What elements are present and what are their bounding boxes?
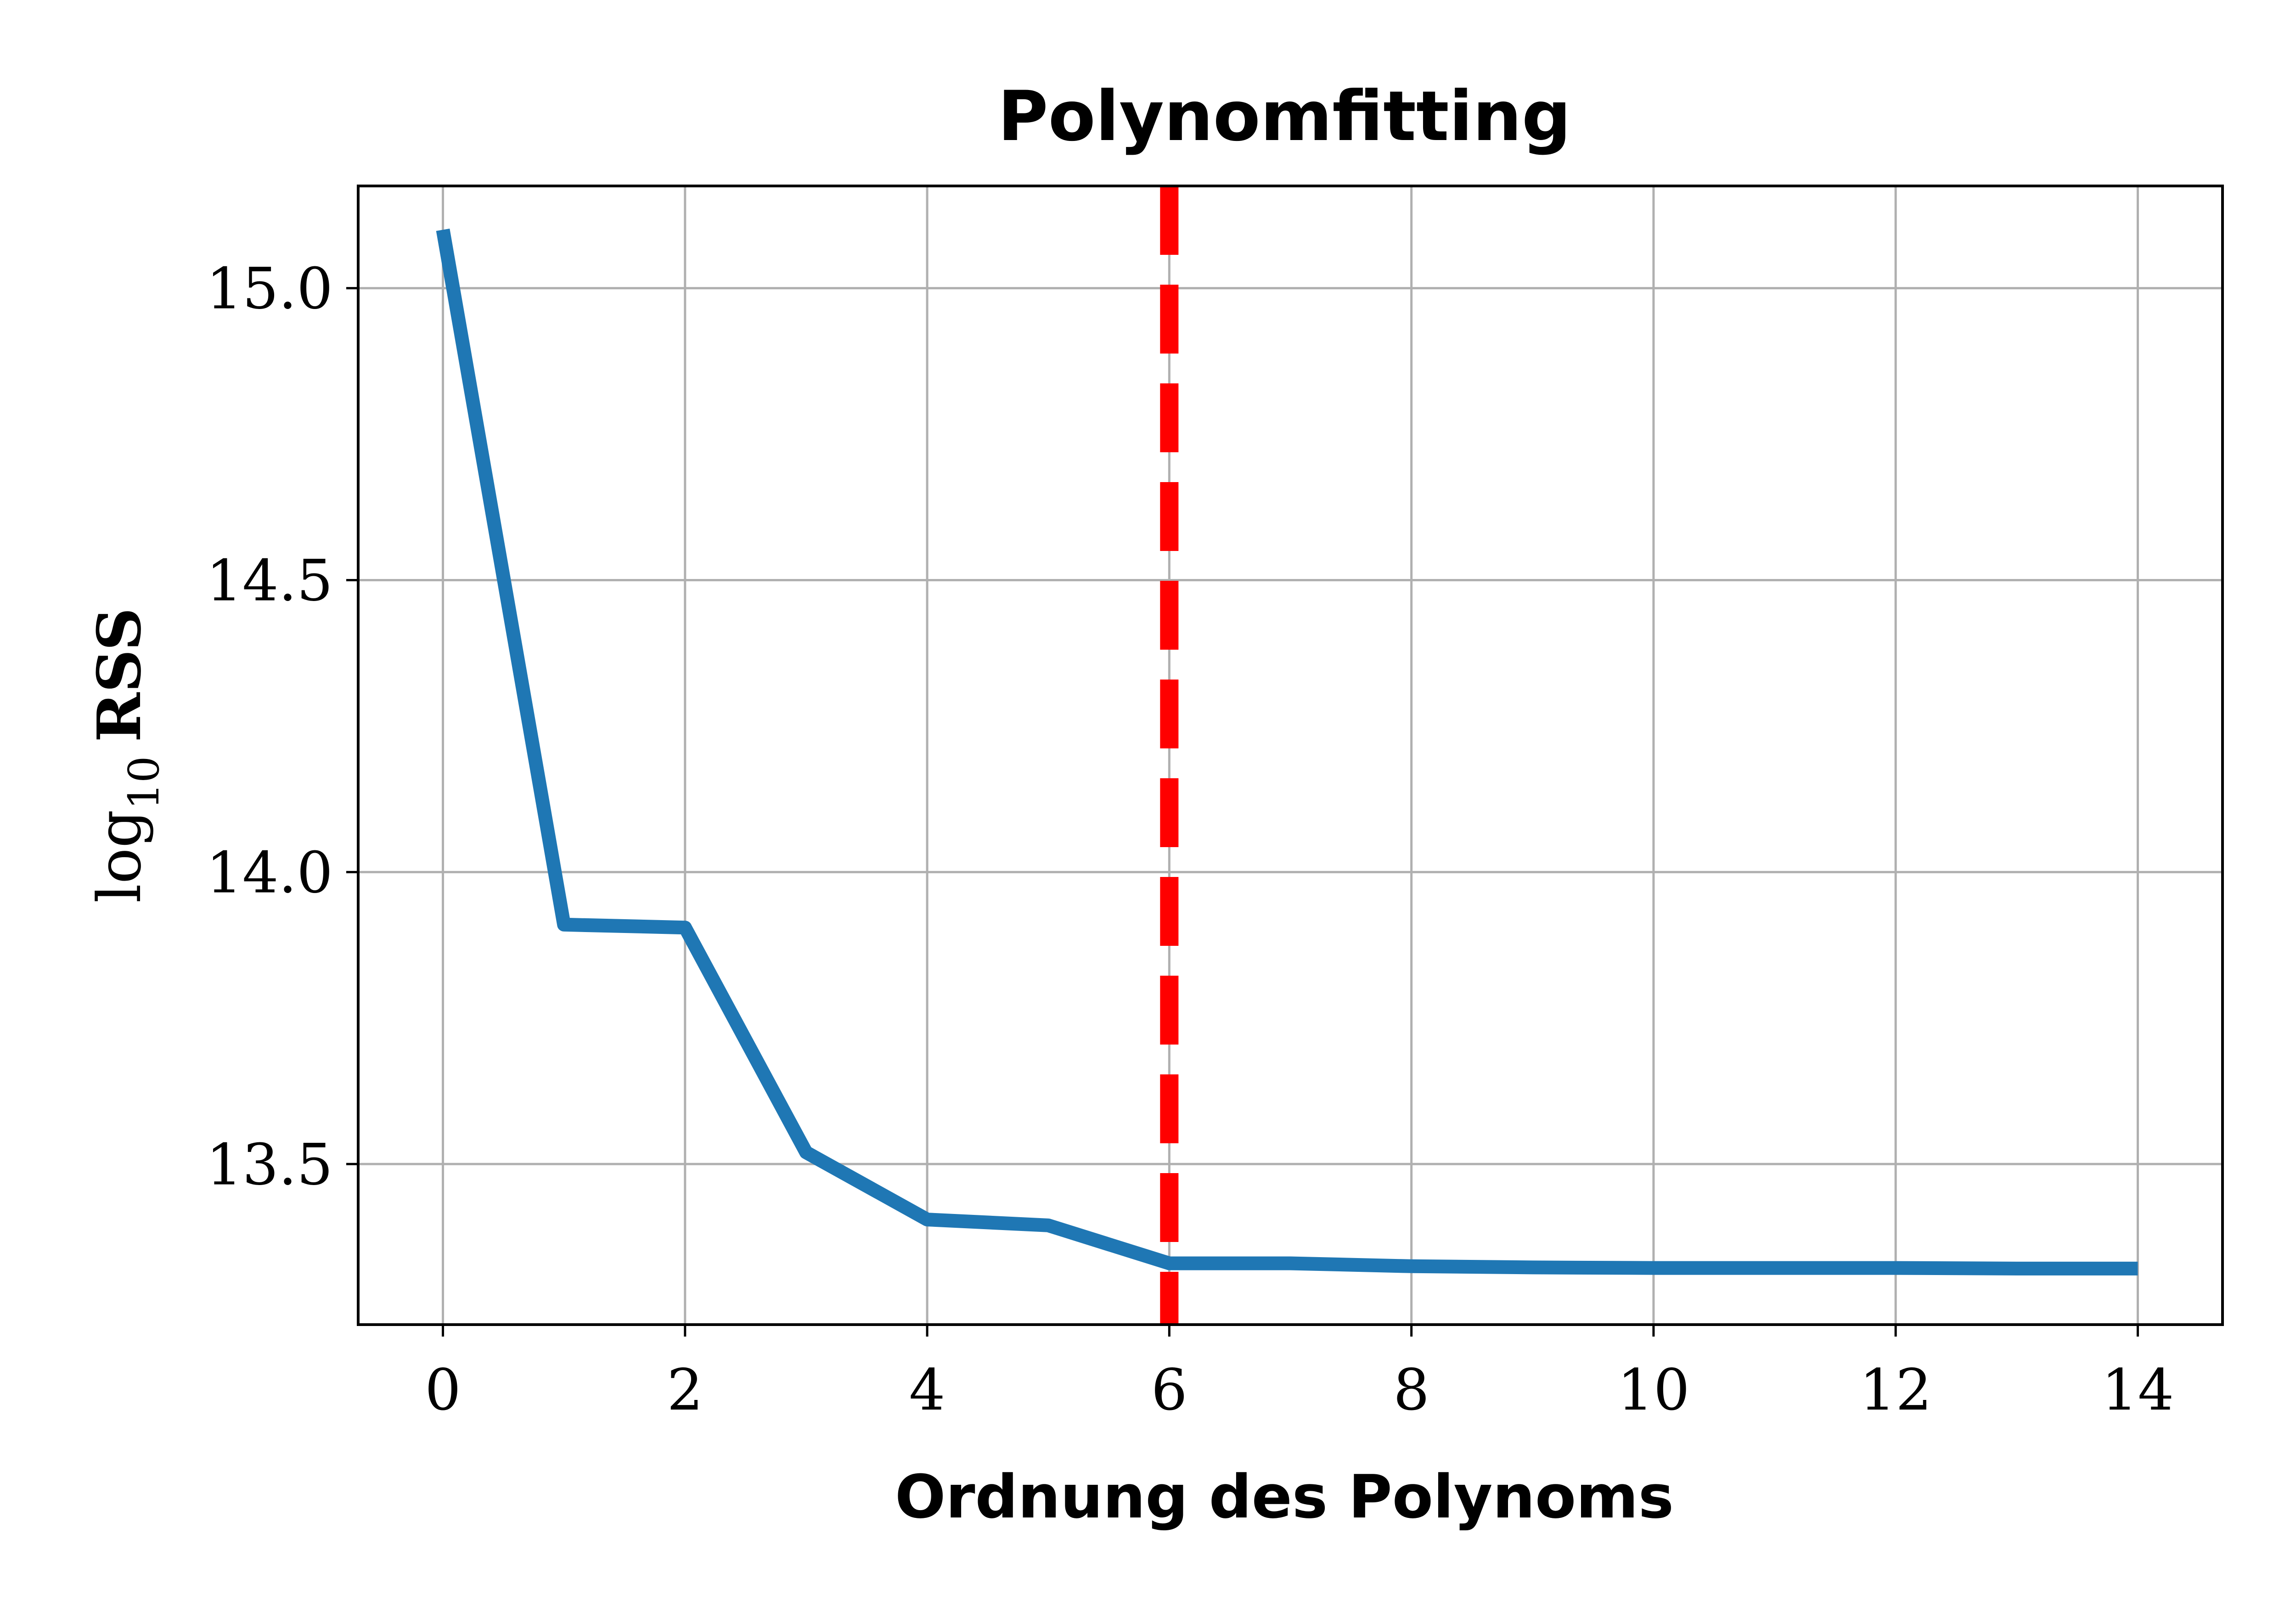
x-tick-label: 2 (667, 1357, 703, 1423)
y-axis-label-log: log (84, 809, 154, 903)
x-tick-label: 6 (1151, 1357, 1187, 1423)
y-axis-label: log10 RSS (84, 607, 169, 903)
x-tick-label: 8 (1393, 1357, 1429, 1423)
y-tick-label: 14.0 (206, 840, 333, 906)
chart-title: Polynomfitting (998, 77, 1571, 157)
x-tick-label: 10 (1617, 1357, 1690, 1423)
x-ticks: 0 2 4 6 8 10 12 14 (425, 1325, 2174, 1423)
series-line (436, 228, 2138, 1275)
y-ticks: 13.5 14.0 14.5 15.0 (206, 256, 358, 1198)
x-axis-label: Ordnung des Polynoms (895, 1462, 1674, 1532)
y-axis-label-subscript: 10 (119, 756, 169, 809)
grid (358, 186, 2223, 1325)
series-layer (436, 228, 2138, 1275)
y-tick-label: 15.0 (206, 256, 333, 322)
x-tick-label: 14 (2102, 1357, 2174, 1423)
x-tick-label: 0 (425, 1357, 461, 1423)
x-tick-label: 12 (1859, 1357, 1932, 1423)
y-tick-label: 14.5 (206, 548, 333, 614)
plot-frame (357, 185, 2224, 1326)
x-tick-label: 4 (909, 1357, 945, 1423)
y-axis-label-main: RSS (84, 607, 154, 742)
y-tick-label: 13.5 (206, 1132, 333, 1198)
